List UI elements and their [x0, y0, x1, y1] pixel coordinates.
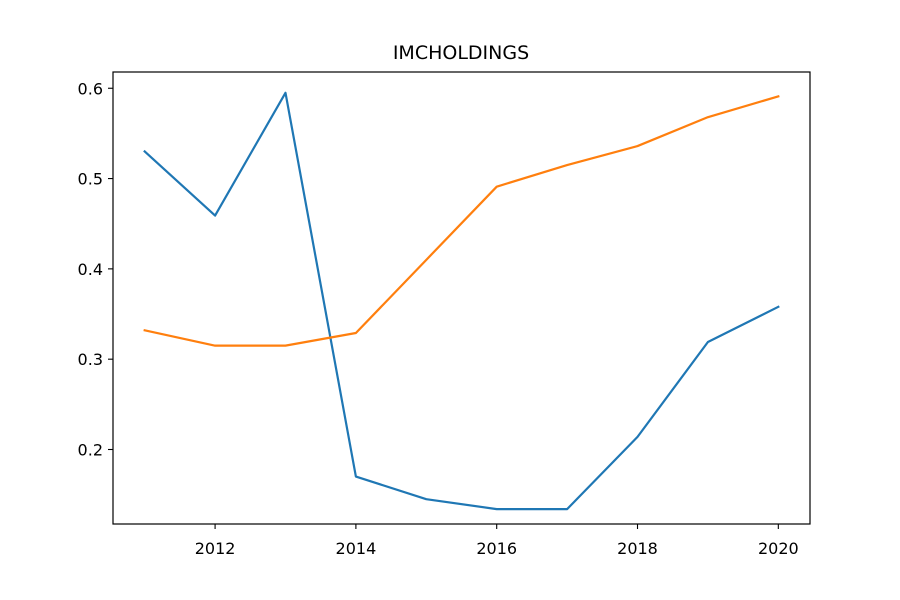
x-tick-label: 2012 [195, 539, 236, 558]
series-1-line [143, 91, 780, 511]
x-axis: 2012 2014 2016 2018 2020 [195, 524, 799, 558]
series-layer [143, 91, 780, 511]
x-tick-label: 2016 [476, 539, 517, 558]
plot-frame [112, 71, 811, 525]
series-2-line [143, 95, 780, 347]
y-tick-label: 0.5 [78, 170, 103, 189]
y-tick-label: 0.6 [78, 79, 103, 98]
y-tick-label: 0.3 [78, 350, 103, 369]
y-axis: 0.2 0.3 0.4 0.5 0.6 [78, 79, 113, 459]
chart-title: IMCHOLDINGS [393, 42, 529, 64]
y-tick-label: 0.2 [78, 440, 103, 459]
x-tick-label: 2018 [617, 539, 658, 558]
x-tick-label: 2020 [758, 539, 799, 558]
y-tick-label: 0.4 [78, 260, 103, 279]
x-tick-label: 2014 [336, 539, 377, 558]
